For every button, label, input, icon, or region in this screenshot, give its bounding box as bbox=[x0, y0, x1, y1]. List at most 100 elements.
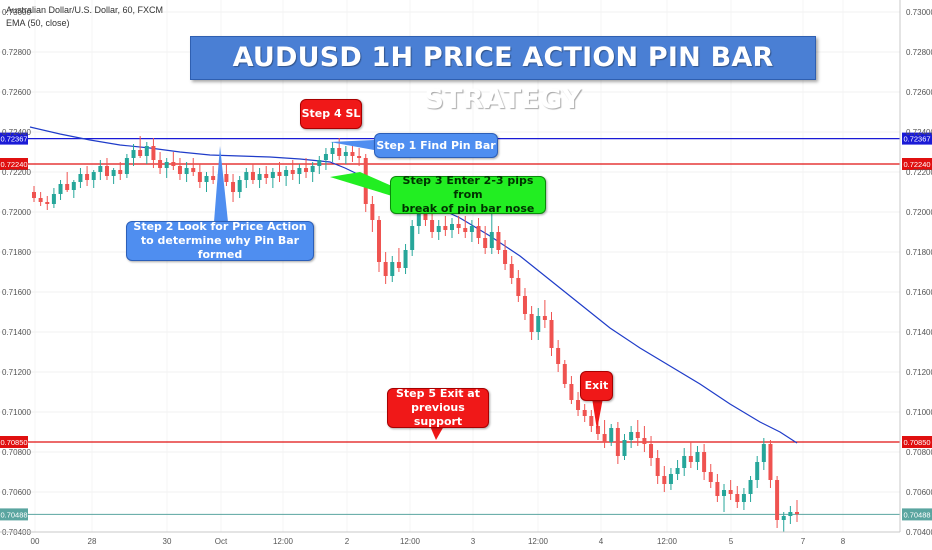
level-right-tag bbox=[902, 132, 932, 145]
candle-body bbox=[323, 154, 328, 160]
price-tick-label: 0.71400 bbox=[906, 328, 932, 337]
candle-body bbox=[151, 146, 156, 160]
candle-body bbox=[522, 296, 527, 314]
candle-body bbox=[436, 226, 441, 232]
candle-body bbox=[516, 278, 521, 296]
candle-body bbox=[58, 184, 63, 194]
candle-body bbox=[503, 250, 508, 264]
candle-body bbox=[98, 166, 103, 172]
price-tick-label: 0.71000 bbox=[906, 408, 932, 417]
candle-body bbox=[509, 264, 514, 278]
candle-body bbox=[649, 444, 654, 458]
step5-pointer bbox=[430, 426, 444, 440]
candle-body bbox=[469, 226, 474, 232]
price-tick-label: 0.72800 bbox=[906, 48, 932, 57]
candle-body bbox=[483, 238, 488, 248]
candle-body bbox=[330, 148, 335, 154]
candle-body bbox=[728, 490, 733, 494]
time-tick-label: 7 bbox=[801, 537, 806, 546]
candle-body bbox=[642, 438, 647, 444]
candle-body bbox=[496, 232, 501, 250]
candle-body bbox=[569, 384, 574, 400]
candle-body bbox=[197, 172, 202, 182]
time-tick-label: 4 bbox=[599, 537, 604, 546]
candle-body bbox=[410, 226, 415, 250]
time-tick-label: 28 bbox=[88, 537, 97, 546]
step2-pointer bbox=[214, 146, 228, 222]
callout-step3: Step 3 Enter 2-3 pips from break of pin … bbox=[390, 174, 546, 215]
candle-body bbox=[118, 170, 123, 174]
price-tick-label: 0.72200 bbox=[906, 168, 932, 177]
candle-body bbox=[78, 174, 83, 182]
callout-step1: Step 1 Find Pin Bar bbox=[374, 133, 498, 158]
candle-body bbox=[456, 224, 461, 228]
candle-body bbox=[602, 434, 607, 442]
candle-body bbox=[695, 452, 700, 462]
candle-body bbox=[85, 174, 90, 180]
candle-body bbox=[270, 172, 275, 178]
candle-body bbox=[317, 160, 322, 166]
candle-body bbox=[390, 262, 395, 276]
candle-body bbox=[204, 176, 209, 182]
candle-body bbox=[562, 364, 567, 384]
candle-body bbox=[191, 168, 196, 172]
candle-body bbox=[350, 152, 355, 156]
time-tick-label: 5 bbox=[729, 537, 734, 546]
candle-body bbox=[297, 168, 302, 174]
level-left-tag bbox=[0, 508, 28, 521]
candle-body bbox=[668, 474, 673, 484]
candle-body bbox=[211, 176, 216, 180]
candle-body bbox=[635, 432, 640, 438]
candle-body bbox=[582, 410, 587, 416]
price-tick-label: 0.71200 bbox=[906, 368, 932, 377]
title-banner: AUDUSD 1H PRICE ACTION PIN BAR STRATEGY bbox=[190, 36, 816, 115]
time-tick-label: Oct bbox=[215, 537, 228, 546]
candle-body bbox=[377, 220, 382, 262]
candle-body bbox=[138, 150, 143, 156]
candle-body bbox=[722, 490, 727, 496]
candle-body bbox=[741, 494, 746, 502]
candle-body bbox=[111, 170, 116, 176]
candle-body bbox=[51, 194, 56, 204]
level-right-tag bbox=[902, 436, 932, 448]
candle-body bbox=[264, 174, 269, 178]
time-tick-label: 12:00 bbox=[400, 537, 421, 546]
candle-body bbox=[549, 320, 554, 348]
level-right-label: 0.70850 bbox=[903, 438, 930, 447]
candle-body bbox=[761, 444, 766, 462]
callout-step4-sl: Step 4 SL bbox=[300, 99, 362, 129]
left-price-tick-label: 0.72600 bbox=[2, 88, 31, 97]
candle-body bbox=[244, 172, 249, 180]
left-price-tick-label: 0.71400 bbox=[2, 328, 31, 337]
candle-body bbox=[65, 184, 70, 190]
left-price-tick-label: 0.73000 bbox=[2, 8, 31, 17]
candle-body bbox=[337, 148, 342, 156]
callout-exit: Exit bbox=[580, 371, 613, 401]
candle-body bbox=[277, 172, 282, 176]
candle-body bbox=[91, 172, 96, 180]
left-price-tick-label: 0.72800 bbox=[2, 48, 31, 57]
candle-body bbox=[383, 262, 388, 276]
candle-body bbox=[184, 168, 189, 174]
callout-step5: Step 5 Exit at previous support bbox=[387, 387, 489, 428]
candle-body bbox=[735, 494, 740, 502]
left-price-tick-label: 0.71600 bbox=[2, 288, 31, 297]
candle-body bbox=[370, 204, 375, 220]
candle-body bbox=[158, 160, 163, 168]
time-tick-label: 2 bbox=[345, 537, 350, 546]
candle-body bbox=[589, 416, 594, 426]
time-tick-label: 8 bbox=[841, 537, 846, 546]
candle-body bbox=[748, 480, 753, 494]
price-tick-label: 0.71800 bbox=[906, 248, 932, 257]
price-tick-label: 0.72000 bbox=[906, 208, 932, 217]
candle-body bbox=[622, 440, 627, 456]
price-tick-label: 0.70600 bbox=[906, 488, 932, 497]
level-right-label: 0.72240 bbox=[903, 160, 930, 169]
candle-body bbox=[595, 426, 600, 434]
level-left-tag bbox=[0, 132, 28, 145]
left-price-tick-label: 0.72000 bbox=[2, 208, 31, 217]
candle-body bbox=[542, 316, 547, 320]
candle-body bbox=[396, 262, 401, 268]
indicator-legend: EMA (50, close) bbox=[6, 18, 70, 28]
